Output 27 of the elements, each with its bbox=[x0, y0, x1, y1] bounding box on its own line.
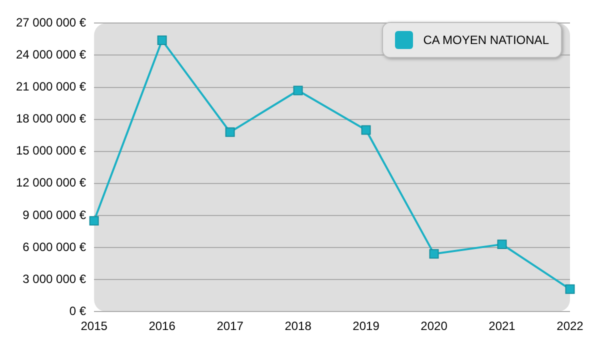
y-tick-label: 27 000 000 € bbox=[16, 16, 86, 30]
x-tick-label: 2016 bbox=[148, 319, 176, 334]
y-tick-label: 24 000 000 € bbox=[16, 48, 86, 62]
point bbox=[157, 36, 167, 46]
y-tick-label: 6 000 000 € bbox=[22, 240, 86, 254]
point bbox=[361, 125, 371, 135]
x-tick-label: 2015 bbox=[80, 319, 108, 334]
y-tick-label: 9 000 000 € bbox=[22, 208, 86, 222]
y-tick-label: 3 000 000 € bbox=[22, 272, 86, 286]
point bbox=[89, 216, 99, 226]
legend-label: CA MOYEN NATIONAL bbox=[423, 33, 549, 47]
y-tick-label: 18 000 000 € bbox=[16, 112, 86, 126]
y-tick-label: 12 000 000 € bbox=[16, 176, 86, 190]
y-tick-label: 21 000 000 € bbox=[16, 80, 86, 94]
x-tick-label: 2022 bbox=[556, 319, 584, 334]
point bbox=[429, 249, 439, 259]
point bbox=[225, 127, 235, 137]
x-tick-label: 2019 bbox=[352, 319, 380, 334]
x-tick-label: 2017 bbox=[216, 319, 244, 334]
point bbox=[565, 284, 575, 294]
point bbox=[497, 240, 507, 250]
y-tick-label: 15 000 000 € bbox=[16, 144, 86, 158]
x-tick-label: 2021 bbox=[488, 319, 516, 334]
y-tick-label: 0 € bbox=[69, 304, 86, 318]
point bbox=[293, 86, 303, 96]
x-tick-label: 2018 bbox=[284, 319, 312, 334]
x-tick-label: 2020 bbox=[420, 319, 448, 334]
